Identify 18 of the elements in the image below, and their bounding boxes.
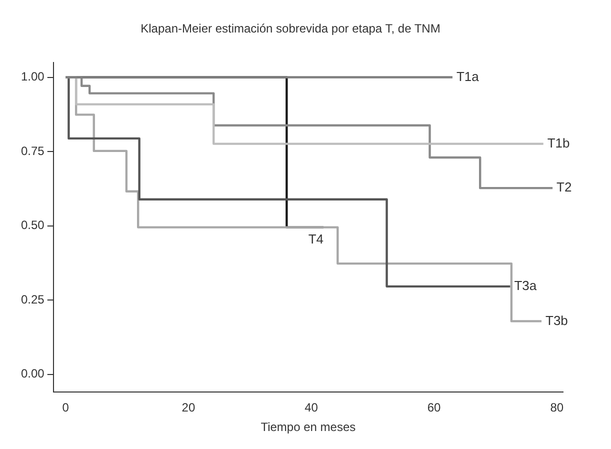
series-label: T2: [556, 180, 572, 195]
x-tick-label: 40: [304, 400, 318, 415]
x-axis-title: Tiempo en meses: [260, 420, 356, 434]
series-label: T4: [308, 231, 324, 246]
series-label: T1a: [456, 68, 480, 84]
series-label: T3b: [546, 312, 568, 328]
x-tick-label: 20: [182, 400, 196, 415]
y-tick-label: 0.50: [20, 218, 45, 232]
y-tick-label: 0.75: [20, 144, 45, 158]
y-tick-label: 0.00: [20, 366, 45, 381]
y-tick-label: 0.25: [20, 292, 45, 306]
y-tick-label: 1.00: [20, 70, 45, 84]
series-label: T1b: [547, 135, 570, 150]
chart-title: Klapan-Meier estimación sobrevida por etapa T, de TNM: [140, 22, 440, 36]
x-tick-label: 60: [427, 400, 442, 415]
x-tick-label: 80: [550, 400, 564, 415]
series-label: T3a: [514, 278, 538, 294]
x-tick-label: 0: [62, 400, 70, 415]
